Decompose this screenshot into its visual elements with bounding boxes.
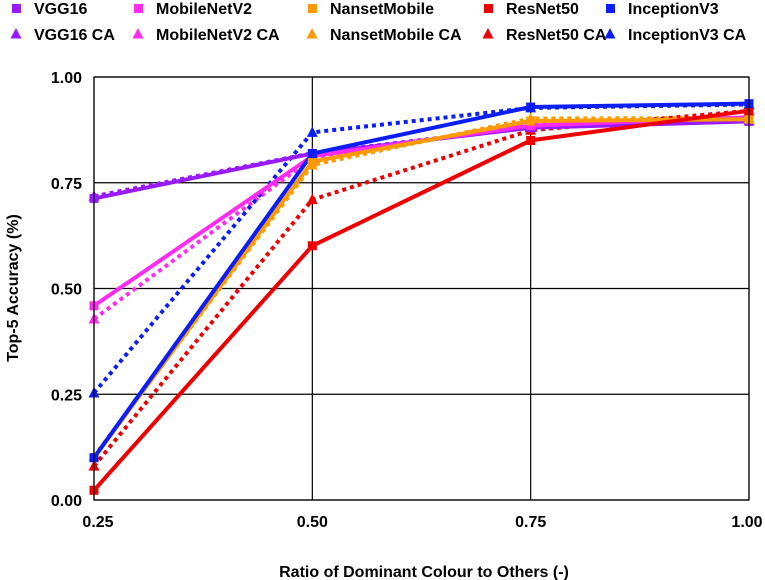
series-line-resnet50 xyxy=(92,108,750,492)
y-tick-label: 1.00 xyxy=(51,70,82,87)
series-lines xyxy=(92,101,750,492)
legend-marker-mobilenetv2-ca xyxy=(132,28,144,39)
x-axis-title: Ratio of Dominant Colour to Others (-) xyxy=(279,564,569,580)
x-tick-label: 1.00 xyxy=(731,514,762,531)
legend-label-vgg16-ca: VGG16 CA xyxy=(34,27,115,44)
legend-label-inceptionv3: InceptionV3 xyxy=(628,1,719,18)
legend-marker-inceptionv3 xyxy=(606,4,615,13)
legend-marker-vgg16 xyxy=(12,4,21,13)
series-line-mobilenetv2 xyxy=(92,115,750,308)
plot-frame xyxy=(93,76,750,501)
y-axis-ticks: 0.00 0.25 0.50 0.75 1.00 xyxy=(51,70,82,510)
data-point-resnet50-ca xyxy=(306,193,318,205)
y-tick-label: 0.75 xyxy=(51,176,82,193)
y-tick-label: 0.50 xyxy=(51,282,82,299)
legend-marker-inceptionv3-ca xyxy=(604,28,616,39)
legend-marker-nansetmobile-ca xyxy=(306,28,318,39)
series-line-nansetmobile-ca xyxy=(92,116,750,458)
legend-marker-mobilenetv2 xyxy=(134,4,143,13)
y-axis-title: Top-5 Accuracy (%) xyxy=(5,214,22,362)
x-tick-label: 0.75 xyxy=(515,514,546,531)
data-point-inceptionv3 xyxy=(526,102,536,112)
data-point-nansetmobile xyxy=(526,116,536,126)
series-line-nansetmobile xyxy=(92,117,750,459)
data-point-resnet50 xyxy=(307,241,317,251)
series-markers xyxy=(88,98,755,495)
data-point-inceptionv3 xyxy=(307,149,317,159)
series-line-inceptionv3-ca xyxy=(92,102,750,395)
legend-marker-resnet50 xyxy=(484,4,493,13)
y-tick-label: 0.00 xyxy=(51,493,82,510)
x-axis-ticks: 0.25 0.50 0.75 1.00 xyxy=(82,514,762,531)
x-tick-label: 0.50 xyxy=(297,514,328,531)
legend-label-nansetmobile-ca: NansetMobile CA xyxy=(330,27,462,44)
y-tick-label: 0.25 xyxy=(51,387,82,404)
data-point-inceptionv3-ca xyxy=(306,126,318,137)
series-line-vgg16 xyxy=(93,119,750,201)
series-line-inceptionv3 xyxy=(92,101,750,459)
legend-label-mobilenetv2: MobileNetV2 xyxy=(156,1,252,18)
legend-label-inceptionv3-ca: InceptionV3 CA xyxy=(628,27,747,44)
legend: VGG16 MobileNetV2 NansetMobile ResNet50 Ince… xyxy=(10,1,747,44)
legend-label-vgg16: VGG16 xyxy=(34,1,87,18)
data-point-resnet50 xyxy=(526,135,536,145)
legend-label-mobilenetv2-ca: MobileNetV2 CA xyxy=(156,27,280,44)
data-point-mobilenetv2 xyxy=(526,121,536,131)
x-tick-label: 0.25 xyxy=(82,514,113,531)
legend-marker-resnet50-ca xyxy=(482,28,494,39)
legend-label-resnet50-ca: ResNet50 CA xyxy=(506,27,607,44)
plot-border xyxy=(93,76,750,501)
legend-marker-vgg16-ca xyxy=(10,28,22,39)
data-point-nansetmobile xyxy=(307,157,317,167)
legend-label-resnet50: ResNet50 xyxy=(506,1,579,18)
legend-label-nansetmobile: NansetMobile xyxy=(330,1,434,18)
legend-marker-nansetmobile xyxy=(308,4,317,13)
